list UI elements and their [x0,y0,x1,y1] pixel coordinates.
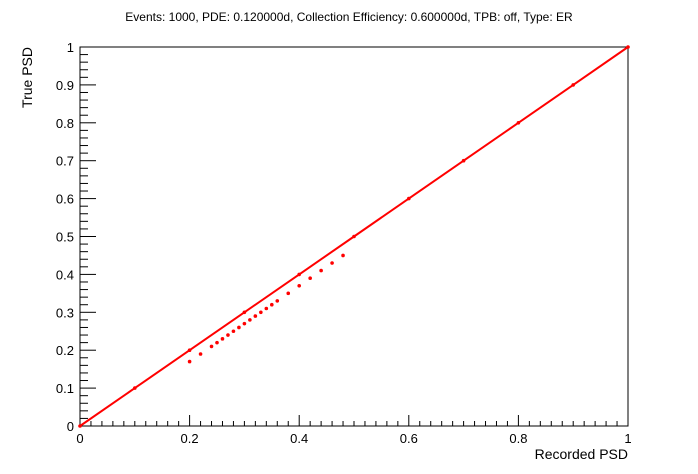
series-segment [408,159,465,200]
series-segment [189,311,245,352]
data-point [253,314,258,318]
y-tick-label: 1 [67,40,74,55]
data-point [297,283,302,288]
y-tick-label: 0.2 [56,343,74,358]
y-tick-label: 0.3 [56,305,74,320]
data-point [231,329,236,334]
y-tick-label: 0.1 [56,381,74,396]
data-point [248,318,252,322]
data-point [198,352,203,356]
y-tick-label: 0 [67,419,74,434]
data-point [330,261,334,265]
y-tick-labels: 0 0.1 0.2 0.3 0.4 0.5 0.6 0.7 0.8 0.9 1 [56,40,74,434]
data-point [226,333,230,337]
series-segment [79,387,136,427]
y-tick-label: 0.9 [56,78,74,93]
y-tick-label: 0.7 [56,154,74,169]
data-point [308,276,312,280]
data-point [187,359,192,364]
y-axis-label: True PSD [19,47,35,108]
y-tick-label: 0.6 [56,192,74,207]
y-tick-label: 0.5 [56,230,74,245]
series-segment [298,235,355,276]
data-point [215,340,219,345]
x-tick-label: 0.4 [290,431,308,446]
x-tick-labels: 0 0.2 0.4 0.6 0.8 1 [76,431,631,446]
x-tick-label: 0.6 [400,431,418,446]
series-segment [353,197,410,238]
y-tick-label: 0.8 [56,116,74,131]
data-point [220,337,225,341]
data-point [259,310,263,315]
series-segment [243,273,300,314]
data-point [242,321,247,326]
data-point [264,306,269,311]
x-tick-label: 1 [624,431,631,446]
data-point [209,344,214,349]
axis-ticks [79,46,629,427]
series-segment [134,349,191,389]
data-point [341,253,345,258]
y-tick-label: 0.4 [56,267,74,282]
x-tick-label: 0.8 [509,431,527,446]
chart-title: Events: 1000, PDE: 0.120000d, Collection… [125,10,573,24]
x-axis-label: Recorded PSD [535,446,628,462]
data-point [275,299,280,303]
x-tick-label: 0.2 [181,431,199,446]
series-segment [463,121,519,162]
data-point [237,325,241,330]
data-point [319,268,323,273]
x-tick-label: 0 [76,431,83,446]
data-point [286,291,291,296]
series-segment [572,46,629,86]
data-points [78,45,630,428]
series-segment [517,84,574,124]
data-point [270,302,274,307]
